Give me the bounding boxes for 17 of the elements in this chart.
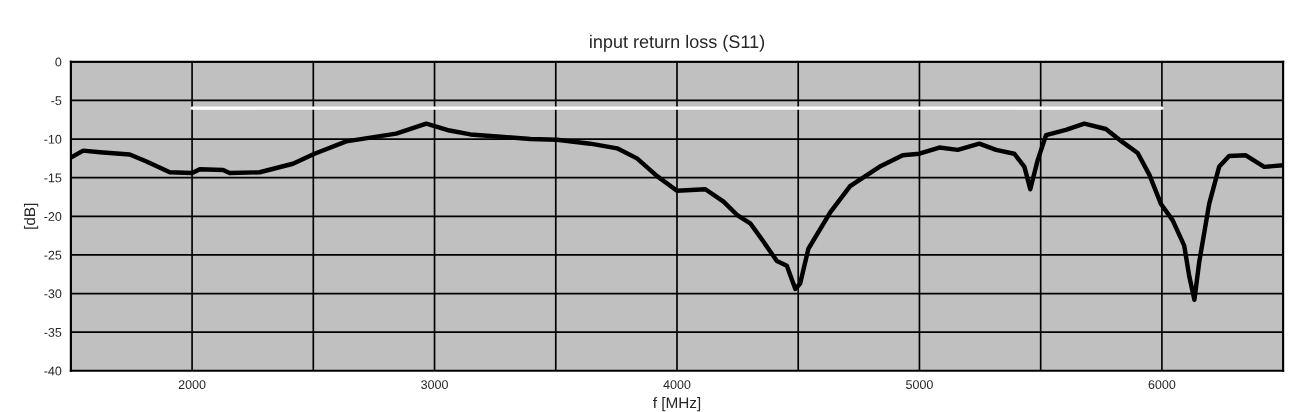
x-tick-label: 4000: [663, 380, 691, 390]
y-tick-label: -15: [44, 173, 62, 183]
y-tick-label: -30: [44, 289, 62, 299]
x-axis-title: f [MHz]: [653, 397, 701, 412]
y-tick-label: -5: [51, 96, 62, 106]
x-tick-label: 6000: [1148, 380, 1176, 390]
x-tick-label: 3000: [421, 380, 448, 390]
y-tick-label: -10: [44, 134, 62, 144]
y-tick-label: -25: [44, 250, 62, 260]
y-tick-label: -35: [44, 327, 62, 337]
y-tick-label: -40: [44, 366, 62, 376]
x-tick-label: 5000: [906, 380, 933, 390]
y-tick-label: 0: [55, 57, 62, 67]
y-tick-label: -20: [44, 212, 62, 221]
chart-title: input return loss (S11): [590, 34, 765, 52]
y-axis-title: [dB]: [23, 203, 39, 229]
x-tick-label: 2000: [178, 380, 206, 390]
